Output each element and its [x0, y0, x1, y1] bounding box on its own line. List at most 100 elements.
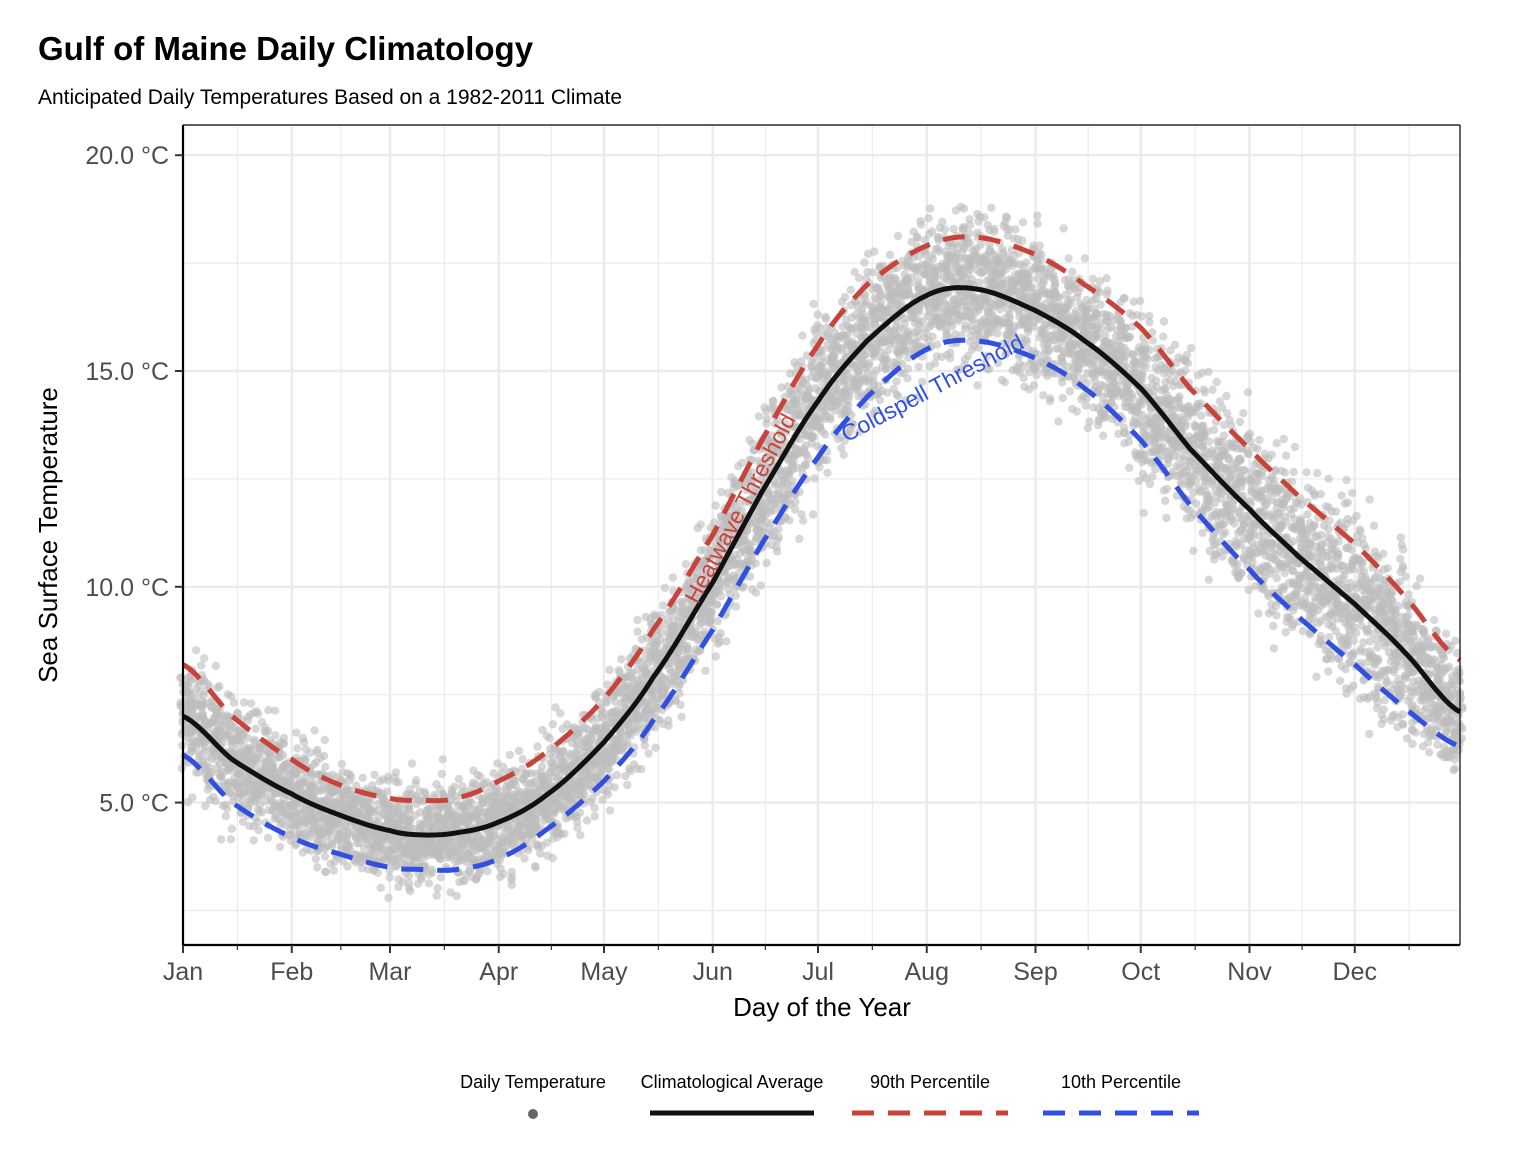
daily-temperature-point	[448, 788, 457, 797]
daily-temperature-point	[821, 314, 831, 323]
daily-temperature-point	[870, 247, 879, 256]
daily-temperature-point	[575, 808, 585, 817]
daily-temperature-point	[407, 759, 417, 768]
daily-temperature-point	[507, 872, 517, 882]
daily-temperature-point	[701, 666, 710, 675]
daily-temperature-point	[216, 835, 226, 844]
daily-temperature-point	[556, 709, 565, 718]
daily-temperature-point	[313, 863, 322, 872]
daily-temperature-point	[452, 891, 461, 901]
daily-temperature-point	[892, 377, 901, 386]
daily-temperature-point	[582, 816, 592, 825]
daily-temperature-point	[226, 835, 236, 844]
daily-temperature-point	[307, 769, 316, 779]
daily-temperature-point	[653, 694, 662, 703]
daily-temperature-point	[321, 762, 330, 771]
daily-temperature-point	[774, 525, 783, 534]
daily-temperature-point	[247, 699, 256, 708]
daily-temperature-point	[560, 829, 569, 838]
daily-temperature-point	[659, 601, 668, 610]
daily-temperature-point	[924, 214, 933, 223]
daily-temperature-point	[269, 760, 278, 770]
daily-temperature-point	[295, 784, 304, 793]
daily-temperature-point	[433, 884, 442, 893]
daily-temperature-point	[197, 661, 206, 670]
daily-temperature-point	[637, 764, 646, 774]
daily-temperature-point	[201, 801, 210, 811]
daily-temperature-point	[251, 753, 261, 762]
daily-temperature-point	[1019, 261, 1028, 271]
daily-temperature-point	[772, 547, 782, 556]
daily-temperature-point	[808, 510, 818, 519]
daily-temperature-point	[737, 458, 747, 467]
daily-temperature-point	[946, 316, 955, 325]
daily-temperature-point	[1032, 370, 1041, 380]
daily-temperature-point	[411, 780, 420, 789]
daily-temperature-point	[221, 811, 231, 821]
daily-temperature-point	[603, 680, 612, 689]
daily-temperature-point	[1045, 394, 1055, 403]
daily-temperature-point	[903, 364, 913, 373]
daily-temperature-point	[329, 866, 338, 875]
daily-temperature-point	[912, 268, 922, 277]
daily-temperature-point	[188, 793, 197, 802]
daily-temperature-point	[980, 213, 989, 222]
daily-temperature-point	[651, 743, 660, 752]
daily-temperature-point	[905, 279, 915, 288]
daily-temperature-point	[605, 806, 615, 815]
daily-temperature-point	[531, 863, 540, 872]
daily-temperature-point	[538, 725, 547, 735]
daily-temperature-point	[728, 576, 738, 585]
daily-temperature-point	[313, 745, 322, 755]
daily-temperature-point	[997, 279, 1007, 288]
daily-temperature-point	[731, 602, 741, 611]
daily-temperature-point	[292, 728, 301, 737]
daily-temperature-point	[713, 616, 722, 626]
daily-temperature-point	[376, 883, 385, 892]
daily-temperature-point	[184, 681, 193, 690]
daily-temperature-point	[714, 586, 724, 596]
daily-temperature-point	[959, 204, 968, 213]
daily-temperature-point	[499, 848, 508, 857]
daily-temperature-point	[756, 581, 765, 590]
daily-temperature-point	[404, 871, 414, 881]
daily-temperature-point	[285, 831, 294, 840]
daily-temperature-point	[238, 797, 247, 806]
daily-temperature-point	[623, 780, 632, 790]
daily-temperature-point	[264, 706, 273, 715]
daily-temperature-point	[815, 463, 824, 472]
daily-temperature-point	[435, 785, 445, 794]
daily-temperature-point	[681, 560, 690, 569]
daily-temperature-point	[348, 786, 357, 796]
daily-temperature-point	[633, 615, 642, 625]
daily-temperature-point	[265, 747, 274, 757]
daily-temperature-point	[795, 534, 804, 544]
daily-temperature-point	[933, 244, 943, 253]
daily-temperature-point	[965, 238, 974, 247]
chart-subtitle: Anticipated Daily Temperatures Based on …	[38, 86, 623, 109]
daily-temperature-point	[559, 746, 568, 756]
daily-temperature-point	[893, 231, 903, 241]
daily-temperature-point	[914, 276, 923, 286]
daily-temperature-point	[984, 257, 994, 266]
daily-temperature-point	[603, 790, 613, 799]
daily-temperature-point	[854, 273, 864, 283]
daily-temperature-point	[573, 823, 582, 832]
daily-temperature-point	[668, 573, 678, 582]
daily-temperature-point	[454, 774, 463, 784]
daily-temperature-point	[365, 798, 374, 807]
daily-temperature-point	[818, 346, 827, 355]
daily-temperature-point	[496, 872, 505, 882]
daily-temperature-point	[548, 853, 557, 863]
daily-temperature-point	[503, 841, 512, 850]
daily-temperature-point	[632, 723, 641, 733]
daily-temperature-point	[605, 665, 614, 675]
daily-temperature-point	[1033, 211, 1042, 220]
daily-temperature-point	[533, 742, 542, 751]
daily-temperature-point	[427, 865, 436, 874]
daily-temperature-point	[860, 258, 869, 267]
daily-temperature-point	[327, 835, 336, 844]
daily-temperature-point	[722, 637, 731, 646]
daily-temperature-point	[696, 520, 705, 529]
